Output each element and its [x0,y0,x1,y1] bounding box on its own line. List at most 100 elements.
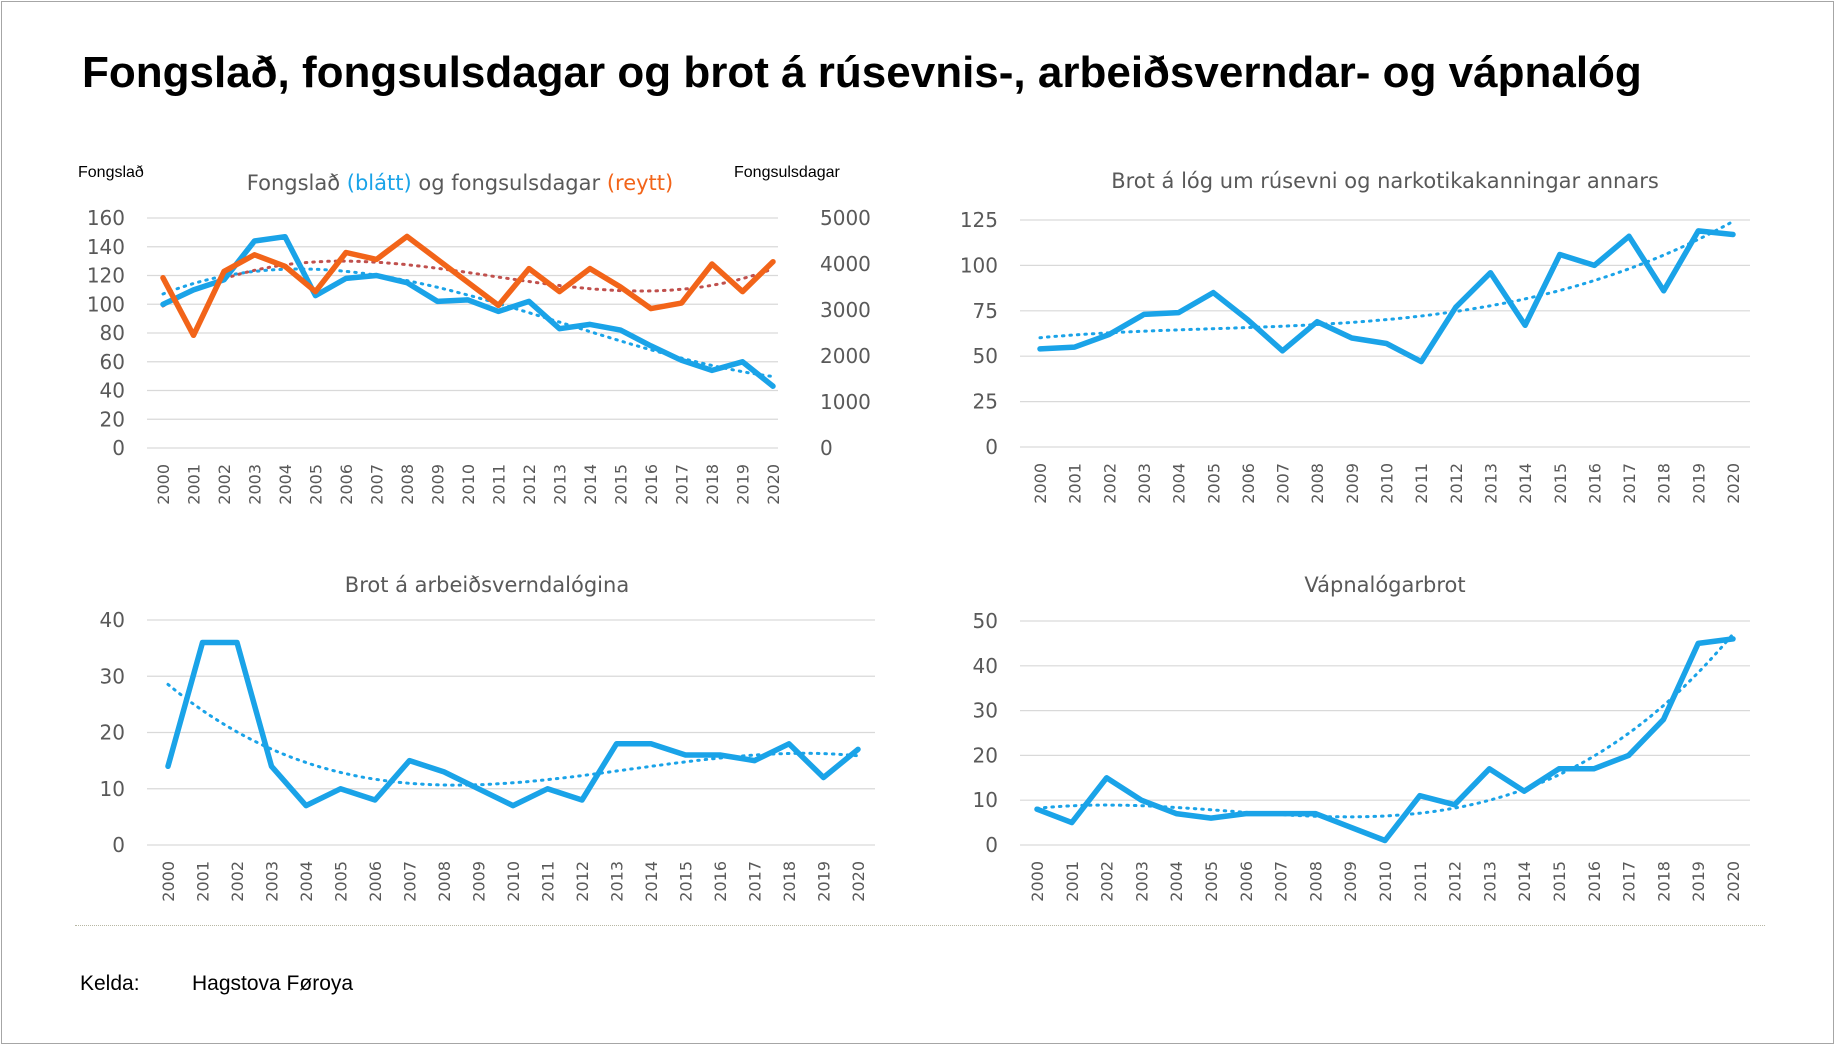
x-tick-label: 2019 [1689,861,1708,902]
x-tick-label: 2017 [1620,463,1639,504]
x-tick-label: 2015 [1550,861,1569,902]
x-tick-label: 2020 [849,861,868,902]
x-tick-label: 2020 [764,464,783,505]
trendline [161,267,775,378]
x-tick-label: 2000 [1028,861,1047,902]
trendline [1035,632,1735,819]
x-tick-label: 2020 [1724,463,1743,504]
y-tick-label: 80 [100,321,125,345]
x-tick-label: 2010 [1376,861,1395,902]
x-tick-label: 2004 [1167,861,1186,902]
trendline [1038,219,1735,340]
x-tick-label: 2013 [1481,463,1500,504]
x-tick-label: 2019 [734,464,753,505]
y-tick-label: 30 [973,699,998,723]
x-tick-label: 2000 [159,861,178,902]
x-tick-label: 2007 [368,464,387,505]
y-tick-label: 40 [973,654,998,678]
x-tick-label: 2018 [1655,463,1674,504]
x-tick-label: 2017 [1620,861,1639,902]
chart-title: Brot á arbeiðsverndalógina [345,573,629,597]
x-tick-label: 2011 [1412,463,1431,504]
x-tick-label: 2005 [1204,463,1223,504]
x-tick-label: 2012 [520,464,539,505]
x-tick-label: 2011 [539,861,558,902]
chart-title-part: og fongsulsdagar [412,171,607,195]
x-tick-label: 2016 [1585,463,1604,504]
y-tick-label: 25 [973,390,998,414]
x-tick-label: 2006 [1239,463,1258,504]
y-tick-label: 40 [100,608,125,632]
y-tick-label: 20 [100,721,125,745]
x-tick-label: 2012 [1446,861,1465,902]
y2-tick-label: 0 [820,436,833,460]
x-tick-label: 2001 [185,464,204,505]
x-tick-label: 2003 [263,861,282,902]
x-tick-label: 2000 [1031,463,1050,504]
x-tick-label: 2014 [1515,861,1534,902]
x-tick-label: 2010 [459,464,478,505]
source-label: Kelda: [80,972,140,995]
y-tick-label: 20 [100,407,125,431]
x-tick-label: 2003 [246,464,265,505]
y-tick-label: 140 [87,235,125,259]
y2-tick-label: 4000 [820,252,871,276]
chart-title-part: (blátt) [347,171,412,195]
y-axis-title: Fongslað [78,164,144,181]
y-tick-label: 10 [100,777,125,801]
x-tick-label: 2017 [673,464,692,505]
x-tick-label: 2012 [573,861,592,902]
y-tick-label: 0 [985,435,998,459]
series-line [1034,636,1736,844]
x-tick-label: 2006 [366,861,385,902]
x-tick-label: 2003 [1132,861,1151,902]
x-tick-label: 2019 [1689,463,1708,504]
x-tick-label: 2008 [435,861,454,902]
x-tick-label: 2002 [1098,861,1117,902]
y2-tick-label: 3000 [820,298,871,322]
y-tick-label: 120 [87,264,125,288]
x-tick-label: 2018 [780,861,799,902]
x-tick-label: 2010 [1378,463,1397,504]
x-tick-label: 2006 [1237,861,1256,902]
y-tick-label: 30 [100,664,125,688]
chart-title: Brot á lóg um rúsevni og narkotikakannin… [1111,169,1659,193]
x-tick-label: 2005 [307,464,326,505]
footer-divider [75,925,1765,926]
x-tick-label: 2011 [490,464,509,505]
y-tick-label: 60 [100,350,125,374]
y-tick-label: 125 [960,208,998,232]
x-tick-label: 2003 [1135,463,1154,504]
y2-tick-label: 2000 [820,344,871,368]
trendline [166,682,860,787]
x-tick-label: 2014 [1516,463,1535,504]
y-tick-label: 50 [973,609,998,633]
x-tick-label: 2014 [581,464,600,505]
x-tick-label: 2007 [1272,861,1291,902]
chart-title-part: (reytt) [607,171,673,195]
x-tick-label: 2008 [1308,463,1327,504]
trendline [161,259,775,308]
x-tick-label: 2015 [677,861,696,902]
y-tick-label: 0 [112,833,125,857]
y2-tick-label: 1000 [820,390,871,414]
x-tick-label: 2009 [429,464,448,505]
chart-title: Vápnalógarbrot [1304,573,1465,597]
x-tick-label: 2013 [1480,861,1499,902]
x-tick-label: 2016 [642,464,661,505]
x-tick-label: 2007 [401,861,420,902]
y2-tick-label: 5000 [820,206,871,230]
x-tick-label: 2016 [711,861,730,902]
x-tick-label: 2001 [1063,861,1082,902]
x-tick-label: 2002 [1100,463,1119,504]
x-tick-label: 2002 [215,464,234,505]
x-tick-label: 2004 [297,861,316,902]
chart-title-part: Fongslað [247,171,347,195]
x-tick-label: 2018 [1654,861,1673,902]
x-tick-label: 2005 [332,861,351,902]
x-tick-label: 2000 [154,464,173,505]
x-tick-label: 2001 [1066,463,1085,504]
